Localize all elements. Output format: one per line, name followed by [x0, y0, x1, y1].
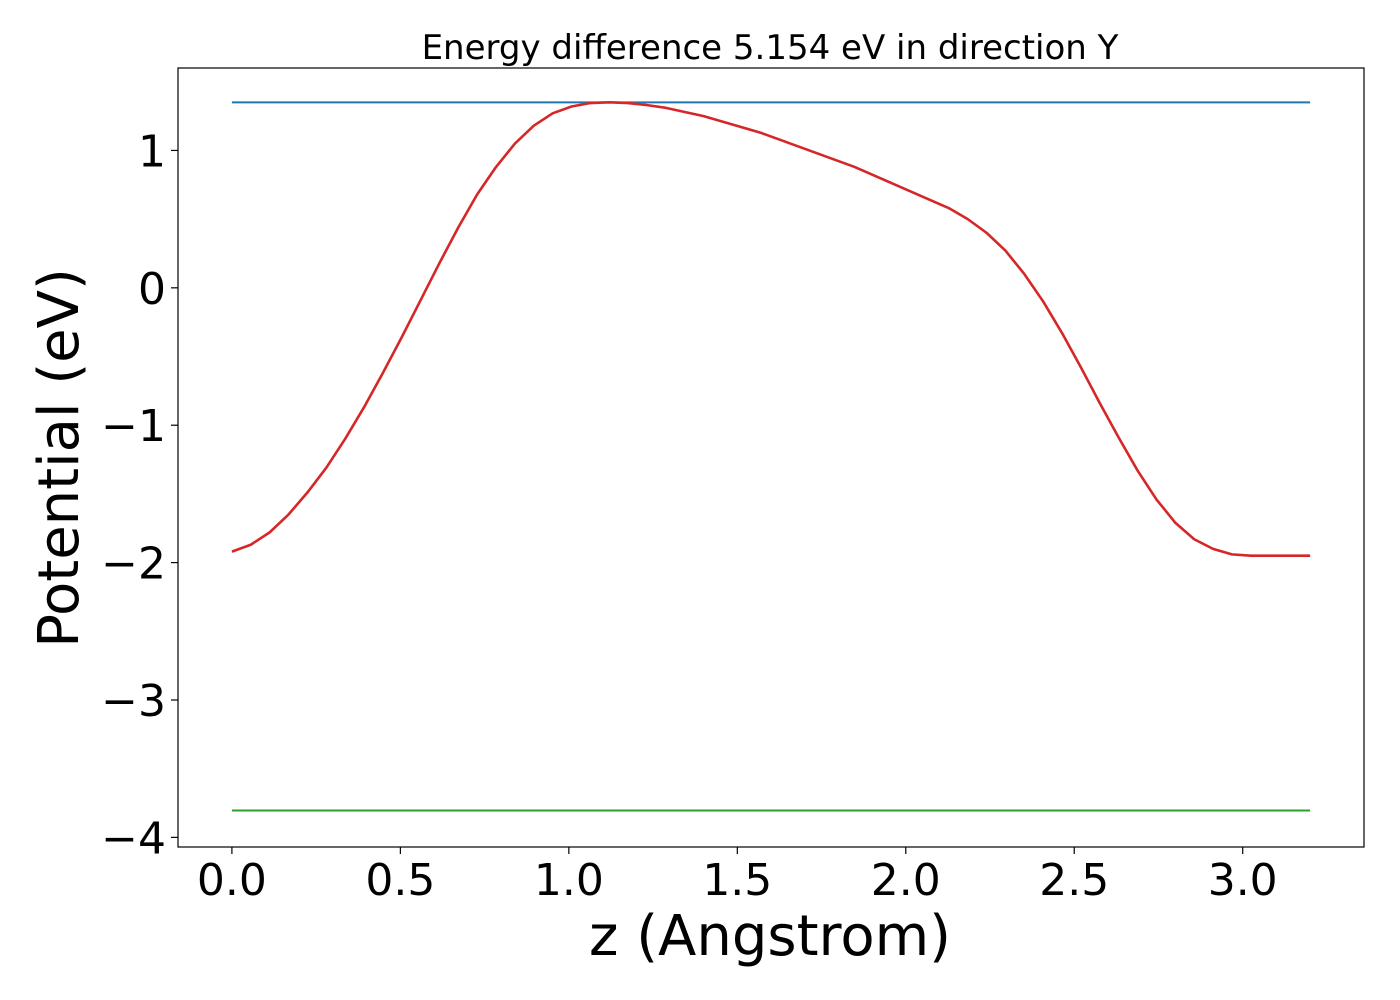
x-tick-label: 1.5 [702, 855, 772, 906]
series-lines [231, 101, 1311, 812]
chart-title: Energy difference 5.154 eV in direction … [422, 28, 1119, 68]
y-axis-ticks: 1 0 −1 −2 −3 −4 [101, 126, 178, 864]
x-tick-label: 2.5 [1039, 855, 1109, 906]
x-axis-ticks: 0.0 0.5 1.0 1.5 2.0 2.5 3.0 [197, 847, 1278, 906]
y-tick-label: −3 [101, 676, 166, 727]
y-tick-label: −4 [101, 813, 166, 864]
x-tick-label: 0.0 [197, 855, 267, 906]
x-axis-title: z (Angstrom) [589, 904, 951, 969]
x-tick-label: 1.0 [534, 855, 604, 906]
y-axis-title: Potential (eV) [27, 268, 92, 648]
y-tick-label: −2 [101, 539, 166, 590]
x-tick-label: 2.0 [871, 855, 941, 906]
y-tick-label: 1 [138, 126, 166, 177]
y-tick-label: 0 [138, 264, 166, 315]
x-tick-label: 0.5 [365, 855, 435, 906]
y-tick-label: −1 [101, 401, 166, 452]
plot-frame [177, 67, 1365, 848]
x-tick-label: 3.0 [1208, 855, 1278, 906]
series-line-3 [231, 101, 1311, 558]
